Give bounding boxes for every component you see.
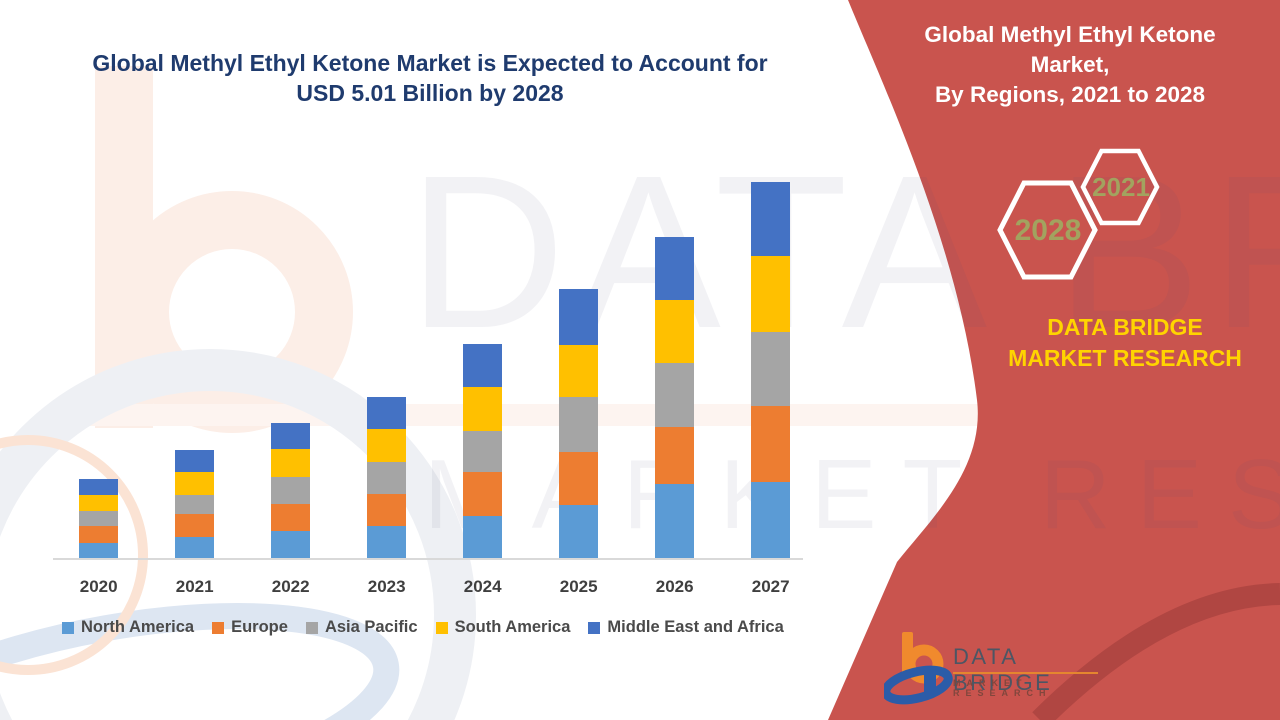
x-axis-label-2022: 2022: [271, 577, 310, 596]
bar-segment-north-america-2024: [463, 516, 503, 558]
x-axis-label-2026: 2026: [655, 577, 694, 596]
legend-label: North America: [81, 618, 195, 636]
bar-segment-asia-pacific-2020: [79, 511, 119, 526]
bar-segment-middle-east-and-africa-2027: [751, 182, 791, 256]
chart-legend: North America Europe Asia Pacific South Ame…: [62, 618, 784, 637]
bar-segment-middle-east-and-africa-2021: [175, 450, 215, 472]
bar-segment-south-america-2027: [751, 256, 791, 332]
legend-swatch: [62, 621, 74, 634]
legend-label: Asia Pacific: [324, 618, 418, 636]
chart-title: Global Methyl Ethyl Ketone Market is Exp…: [60, 48, 800, 108]
panel-title: Global Methyl Ethyl Ketone Market, By Re…: [890, 20, 1250, 110]
bar-segment-asia-pacific-2022: [271, 477, 311, 504]
brand-text: DATA BRIDGE MARKET RESEARCH: [1008, 314, 1242, 371]
legend-swatch: [212, 621, 225, 634]
bar-segment-south-america-2024: [463, 387, 503, 431]
x-axis-label-2021: 2021: [175, 577, 214, 596]
x-axis-label-2024: 2024: [463, 577, 502, 596]
logo-mark: [884, 632, 953, 705]
hexagon-2028-label: 2028: [1015, 214, 1082, 247]
legend-label: South America: [454, 618, 571, 636]
red-panel-shape: [828, 0, 1280, 720]
bar-segment-middle-east-and-africa-2026: [655, 237, 695, 300]
bar-segment-north-america-2023: [367, 526, 407, 558]
bar-segment-asia-pacific-2027: [751, 332, 791, 406]
bar-segment-south-america-2023: [367, 429, 407, 462]
legend-item-asia-pacific: Asia Pacific: [305, 618, 418, 637]
hexagon-2021: [1080, 148, 1160, 226]
legend-label: Europe: [231, 618, 288, 636]
bar-segment-asia-pacific-2025: [559, 397, 599, 452]
bar-segment-asia-pacific-2021: [175, 495, 215, 514]
legend-swatch: [588, 621, 601, 634]
bar-segment-middle-east-and-africa-2025: [559, 289, 599, 345]
legend-swatch: [305, 621, 318, 634]
legend-swatch: [435, 621, 448, 634]
bar-segment-north-america-2020: [79, 543, 119, 558]
bar-segment-asia-pacific-2026: [655, 363, 695, 427]
bar-segment-south-america-2026: [655, 300, 695, 363]
bar-segment-middle-east-and-africa-2023: [367, 397, 407, 429]
bar-segment-south-america-2025: [559, 345, 599, 397]
logo-blue-stem: [924, 666, 936, 698]
bar-segment-middle-east-and-africa-2022: [271, 423, 311, 449]
bar-segment-north-america-2025: [559, 505, 599, 558]
watermark-gray-ring: [0, 349, 476, 720]
chart-title-line2: USD 5.01 Billion by 2028: [296, 80, 564, 106]
red-panel-dark-swoosh: [1032, 583, 1280, 720]
legend-item-north-america: North America: [62, 618, 194, 637]
logo-rule: [953, 672, 1098, 674]
bar-segment-europe-2020: [79, 526, 119, 543]
x-axis-label-2027: 2027: [751, 577, 790, 596]
bar-segment-europe-2027: [751, 406, 791, 482]
hexagon-2021-label: 2021: [1092, 172, 1150, 202]
x-axis-line: [53, 558, 803, 560]
bar-segment-europe-2025: [559, 452, 599, 505]
logo-subtitle: MARKET RESEARCH: [953, 678, 1052, 698]
legend-label: Middle East and Africa: [607, 618, 784, 636]
bar-segment-north-america-2026: [655, 484, 695, 558]
x-axis-label-2025: 2025: [559, 577, 598, 596]
x-axis-label-2023: 2023: [367, 577, 406, 596]
bar-segment-middle-east-and-africa-2020: [79, 479, 119, 495]
hexagon-2028: [997, 180, 1098, 280]
logo-name: DATA BRIDGE: [953, 644, 1053, 695]
x-axis-label-2020: 2020: [79, 577, 118, 596]
panel-title-line1: Global Methyl Ethyl Ketone Market,: [924, 22, 1216, 77]
bar-segment-south-america-2020: [79, 495, 119, 511]
logo-blue-swoosh: [884, 665, 953, 705]
bar-segment-south-america-2021: [175, 472, 215, 495]
watermark-orange-arc: [0, 435, 148, 675]
bar-segment-europe-2023: [367, 494, 407, 526]
bar-segment-europe-2021: [175, 514, 215, 537]
bar-segment-north-america-2021: [175, 537, 215, 558]
legend-item-europe: Europe: [212, 618, 288, 637]
bar-segment-europe-2022: [271, 504, 311, 531]
bar-segment-south-america-2022: [271, 449, 311, 477]
watermark-blue-swoosh: [0, 603, 400, 720]
bar-segment-europe-2026: [655, 427, 695, 484]
legend-item-middle-east-and-africa: Middle East and Africa: [588, 618, 784, 637]
bar-segment-north-america-2022: [271, 531, 311, 558]
chart-title-line1: Global Methyl Ethyl Ketone Market is Exp…: [92, 50, 768, 76]
panel-title-line2: By Regions, 2021 to 2028: [934, 82, 1206, 107]
bar-segment-europe-2024: [463, 472, 503, 516]
bar-segment-asia-pacific-2023: [367, 462, 407, 494]
bar-segment-north-america-2027: [751, 482, 791, 558]
legend-item-south-america: South America: [435, 618, 571, 637]
logo: DATA BRIDGE MARKET RESEARCH: [884, 626, 1104, 710]
bar-segment-asia-pacific-2024: [463, 431, 503, 472]
bar-segment-middle-east-and-africa-2024: [463, 344, 503, 387]
